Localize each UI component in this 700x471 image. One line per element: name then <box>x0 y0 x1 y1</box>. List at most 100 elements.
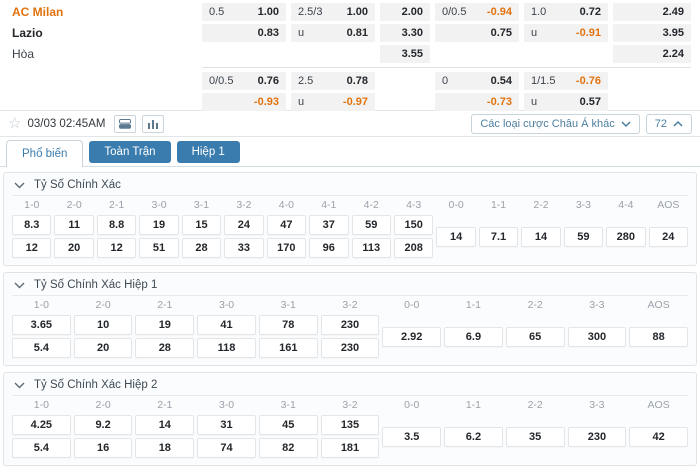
odds-cell[interactable]: 82 <box>258 438 318 458</box>
odds-cell-empty <box>380 72 430 90</box>
odds-cell[interactable]: 161 <box>258 338 318 358</box>
odds-cell[interactable]: 28 <box>135 338 195 358</box>
odds-cell[interactable]: 208 <box>393 238 434 258</box>
odds-cell[interactable]: 15 <box>181 215 222 235</box>
odds-cell[interactable]: 2.49 <box>613 3 691 21</box>
odds-cell[interactable]: 2.00 <box>380 3 430 21</box>
odds-cell[interactable]: 37 <box>309 215 349 235</box>
favorite-star-icon[interactable]: ☆ <box>8 115 22 132</box>
odds-cell[interactable]: 11 <box>54 215 94 235</box>
odds-cell[interactable]: 0.83 <box>202 24 286 42</box>
odds-cell[interactable]: u 0.57 <box>524 93 608 111</box>
odds-cell[interactable]: 1/1.5 -0.76 <box>524 72 608 90</box>
odds-cell[interactable]: 12 <box>96 238 137 258</box>
odds-cell[interactable]: 5.4 <box>12 338 71 358</box>
odds-cell[interactable]: 47 <box>266 215 307 235</box>
odds-cell[interactable]: 0/0.5 -0.94 <box>435 3 519 21</box>
odds-cell[interactable]: 6.9 <box>444 326 503 347</box>
odds-cell[interactable]: 3.5 <box>382 426 442 447</box>
markets-count-toggle[interactable]: 72 <box>645 113 692 134</box>
odds-cell[interactable]: 113 <box>351 238 391 258</box>
odds-cell[interactable]: 20 <box>73 338 133 358</box>
odds-cell[interactable]: 14 <box>521 226 561 247</box>
score-grid: 1-0 2-0 2-1 3-0 3-1 3-2 0-0 1-1 2-2 3-3 AOS 4.25 9.2… <box>12 399 688 458</box>
odds-cell[interactable]: -0.73 <box>435 93 519 111</box>
score-header: 1-0 <box>33 299 49 311</box>
odds-cell[interactable]: 16 <box>73 438 133 458</box>
odds-cell[interactable]: 45 <box>258 415 318 435</box>
stats-chart-icon-button[interactable] <box>142 114 165 133</box>
odds-cell[interactable]: 31 <box>197 415 256 435</box>
odds-cell[interactable]: 3.55 <box>380 45 430 63</box>
score-header: 2-1 <box>109 199 125 211</box>
odds-cell[interactable]: 19 <box>139 215 179 235</box>
odds-cell[interactable]: 2.24 <box>613 45 691 63</box>
odds-cell[interactable]: 150 <box>393 215 434 235</box>
tab-phổ-biến[interactable]: Phổ biến <box>6 140 84 167</box>
odds-cell[interactable]: 14 <box>436 226 476 247</box>
odds-cell[interactable]: 0.75 <box>435 24 519 42</box>
odds-cell[interactable]: 0 0.54 <box>435 72 519 90</box>
odds-cell[interactable]: 28 <box>181 238 222 258</box>
asian-markets-dropdown[interactable]: Các loại cược Châu Á khác <box>471 113 640 134</box>
odds-cell[interactable]: 0/0.5 0.76 <box>202 72 286 90</box>
odds-cell[interactable]: 118 <box>197 338 256 358</box>
odds-cell[interactable]: u -0.91 <box>524 24 608 42</box>
odds-cell-empty <box>291 45 375 63</box>
odds-cell[interactable]: 41 <box>197 315 256 335</box>
odds-cell[interactable]: 3.95 <box>613 24 691 42</box>
odds-cell[interactable]: 88 <box>629 326 688 347</box>
odds-cell[interactable]: 65 <box>505 326 565 347</box>
match-odds-panel: AC Milan Lazio Hòa 0.5 1.00 2.5/3 1.00 2.00 0… <box>0 0 700 111</box>
odds-cell[interactable]: 20 <box>54 238 94 258</box>
section-header[interactable]: Tỷ Số Chính Xác Hiệp 2 <box>12 377 688 396</box>
odds-cell[interactable]: 280 <box>606 226 646 247</box>
odds-cell[interactable]: 24 <box>648 226 688 247</box>
odds-cell[interactable]: 135 <box>320 415 380 435</box>
odds-cell[interactable]: 24 <box>224 215 264 235</box>
odds-cell[interactable]: 1.0 0.72 <box>524 3 608 21</box>
odds-cell[interactable]: 170 <box>266 238 307 258</box>
odds-cell[interactable]: 10 <box>73 315 133 335</box>
odds-cell[interactable]: 230 <box>567 426 627 447</box>
odds-cell[interactable]: 51 <box>139 238 179 258</box>
odds-cell[interactable]: 7.1 <box>478 226 519 247</box>
odds-cell[interactable]: 14 <box>135 415 195 435</box>
odds-cell[interactable]: 3.30 <box>380 24 430 42</box>
tab-hiệp-1[interactable]: Hiệp 1 <box>176 141 240 163</box>
odds-cell[interactable]: 230 <box>320 338 380 358</box>
odds-cell[interactable]: 96 <box>309 238 349 258</box>
odds-cell[interactable]: 2.5/3 1.00 <box>291 3 375 21</box>
odds-cell[interactable]: 230 <box>320 315 380 335</box>
odds-cell[interactable]: u -0.97 <box>291 93 375 111</box>
odds-cell[interactable]: 2.92 <box>382 326 442 347</box>
odds-cell[interactable]: 9.2 <box>73 415 133 435</box>
odds-cell[interactable]: u 0.81 <box>291 24 375 42</box>
odds-cell[interactable]: 59 <box>351 215 391 235</box>
odds-cell[interactable]: 5.4 <box>12 438 71 458</box>
odds-cell[interactable]: 3.65 <box>12 315 71 335</box>
odds-cell[interactable]: 300 <box>567 326 627 347</box>
section-header[interactable]: Tỷ Số Chính Xác Hiệp 1 <box>12 277 688 296</box>
score-header: 3-2 <box>342 399 358 411</box>
odds-cell[interactable]: 0.5 1.00 <box>202 3 286 21</box>
odds-cell[interactable]: -0.93 <box>202 93 286 111</box>
scoreboard-icon-button[interactable] <box>114 114 137 133</box>
odds-cell[interactable]: 12 <box>12 238 52 258</box>
odds-cell[interactable]: 2.5 0.78 <box>291 72 375 90</box>
odds-cell[interactable]: 18 <box>135 438 195 458</box>
odds-cell[interactable]: 42 <box>629 426 688 447</box>
odds-cell[interactable]: 6.2 <box>444 426 503 447</box>
odds-cell[interactable]: 8.3 <box>12 215 52 235</box>
odds-cell[interactable]: 78 <box>258 315 318 335</box>
odds-cell[interactable]: 181 <box>320 438 380 458</box>
odds-cell[interactable]: 59 <box>563 226 604 247</box>
odds-cell[interactable]: 74 <box>197 438 256 458</box>
tab-toàn-trận[interactable]: Toàn Trận <box>89 141 171 163</box>
odds-cell[interactable]: 4.25 <box>12 415 71 435</box>
odds-cell[interactable]: 19 <box>135 315 195 335</box>
odds-cell[interactable]: 33 <box>224 238 264 258</box>
odds-cell[interactable]: 35 <box>505 426 565 447</box>
odds-cell[interactable]: 8.8 <box>96 215 137 235</box>
section-header[interactable]: Tỷ Số Chính Xác <box>12 177 688 196</box>
